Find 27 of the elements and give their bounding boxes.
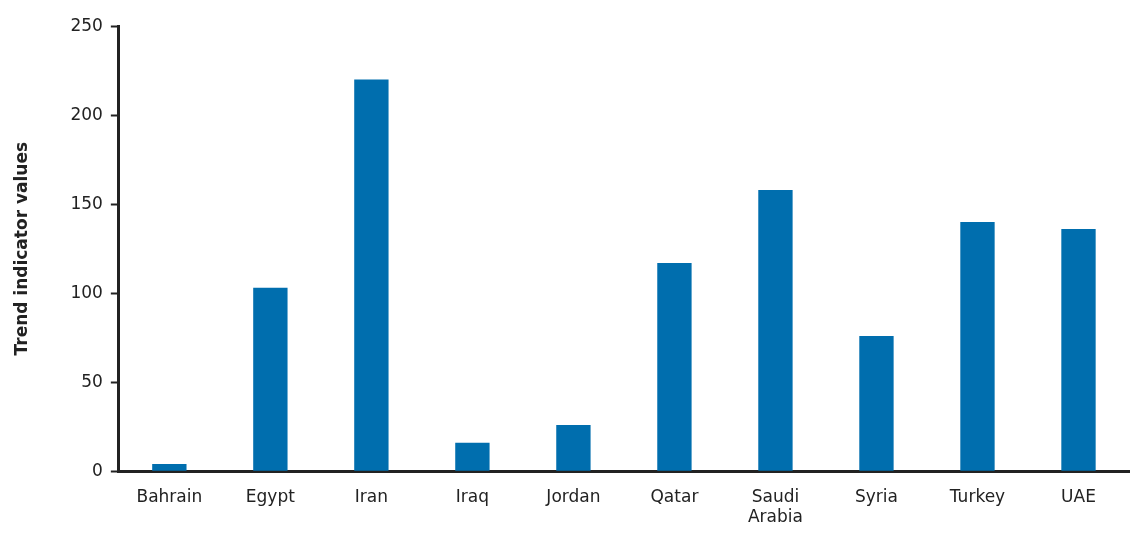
x-tick-label: Qatar [650, 485, 699, 506]
bar [354, 79, 389, 471]
y-tick-label: 250 [70, 14, 103, 35]
y-tick-label: 50 [81, 370, 103, 391]
x-tick-label: Turkey [948, 485, 1006, 506]
bar [556, 424, 591, 471]
x-tick-label: Egypt [245, 485, 296, 506]
x-tick-label: Bahrain [136, 485, 203, 506]
bar [152, 464, 187, 471]
y-tick-label: 150 [70, 192, 103, 213]
y-axis-title: Trend indicator values [10, 141, 31, 356]
bar [1061, 229, 1096, 471]
bar [960, 222, 995, 471]
y-tick-label: 0 [92, 459, 103, 480]
y-tick-label: 100 [70, 281, 103, 302]
y-tick-label: 200 [70, 103, 103, 124]
bar [253, 287, 288, 471]
x-tick-label: Syria [854, 485, 898, 506]
bar [758, 189, 793, 471]
x-tick-label: UAE [1061, 485, 1096, 506]
bar [657, 262, 692, 471]
x-tick-label: Iran [354, 485, 388, 506]
bar [455, 442, 490, 471]
bar [859, 335, 894, 471]
x-tick-label: Saudi Arabia [747, 485, 803, 527]
x-tick-label: Iraq [455, 485, 490, 506]
x-tick-label: Jordan [545, 485, 601, 506]
